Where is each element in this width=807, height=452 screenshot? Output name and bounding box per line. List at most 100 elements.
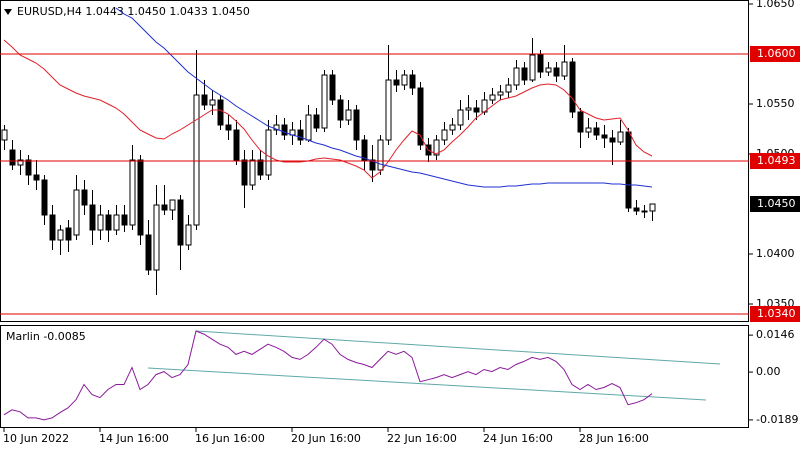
candle-body [385,79,392,141]
candle-body [633,207,640,212]
candle-body [329,74,336,101]
candle-body [601,134,608,139]
candle-body [137,159,144,236]
candle-body [185,224,192,246]
candle-body [113,214,120,231]
candle-body [241,159,248,186]
y-tick-label: 1.0550 [756,97,795,110]
candle-body [129,159,136,226]
moving-average [3,39,653,179]
candle-body [545,67,552,73]
x-tick-label: 14 Jun 16:00 [99,432,169,445]
indicator-pane [0,325,749,428]
candle-body [153,204,160,271]
candle-body [121,214,128,226]
candle-body [377,139,384,171]
level-label-box [750,306,800,322]
candle-body [217,99,224,126]
candle-body [249,159,256,186]
candle-body [465,107,472,111]
candle-body [561,61,568,77]
candle-body [233,129,240,161]
candle-body [649,203,656,212]
candle-body [97,214,104,231]
candle-body [9,149,16,166]
candle-body [537,54,544,73]
candle-body [393,79,400,86]
candle-body [521,67,528,81]
candle-body [513,67,520,86]
candle-body [297,129,304,141]
candle-body [609,137,616,143]
candle-body [305,114,312,141]
candle-body [25,159,32,176]
candle-body [225,124,232,131]
candle-body [57,229,64,241]
y-tick-label: 0.00 [756,365,781,378]
candle-body [473,107,480,113]
level-label: 1.0493 [757,154,796,167]
level-label: 1.0600 [757,47,796,60]
candle-body [177,199,184,246]
candle-body [145,234,152,271]
candle-body [345,109,352,121]
candle-body [577,111,584,133]
trend-line[interactable] [147,367,707,401]
y-tick-label: 1.0400 [756,247,795,260]
x-tick-label: 16 Jun 16:00 [195,432,265,445]
candle-body [321,74,328,129]
candle-body [553,67,560,77]
candle-body [353,109,360,141]
level-label: 1.0340 [757,307,796,320]
chart-title: EURUSD,H4 1.0443 1.0450 1.0433 1.0450 [17,5,250,18]
candle-body [49,214,56,241]
candle-body [417,87,424,146]
x-tick-label: 10 Jun 2022 [3,432,69,445]
candle-body [505,84,512,93]
candle-body [441,129,448,141]
candle-body [569,61,576,113]
candle-body [1,129,8,141]
menu-triangle[interactable] [4,9,12,15]
candle-body [281,124,288,136]
moving-average [115,7,653,188]
candle-body [41,179,48,216]
candle-body [585,127,592,133]
candle-body [313,114,320,129]
candle-body [81,189,88,206]
x-tick-label: 22 Jun 16:00 [387,432,457,445]
candle-body [625,131,632,209]
price-label: 1.0450 [757,197,796,210]
candle-body [433,139,440,156]
y-tick-label: 0.0146 [756,328,795,341]
candle-body [617,131,624,143]
level-label-box [750,46,800,62]
candle-body [593,127,600,136]
candle-body [457,109,464,126]
x-tick-label: 20 Jun 16:00 [291,432,361,445]
indicator-title: Marlin -0.0085 [6,330,86,343]
candle-body [273,124,280,131]
candle-body [265,129,272,176]
x-tick-label: 24 Jun 16:00 [483,432,553,445]
trend-line[interactable] [195,330,721,365]
y-tick-label: -0.0189 [756,413,798,426]
level-label-box [750,153,800,169]
candle-body [529,54,536,81]
candle-body [169,199,176,211]
candle-body [409,74,416,89]
candle-body [209,99,216,106]
candle-body [17,159,24,166]
x-tick-label: 28 Jun 16:00 [579,432,649,445]
candle-body [33,174,40,181]
y-tick-label: 1.0650 [756,0,795,10]
indicator-line [3,330,653,421]
candle-body [65,227,72,241]
candle-body [89,204,96,231]
candle-body [497,91,504,96]
candle-body [369,159,376,171]
candle-body [337,99,344,121]
candle-body [401,74,408,86]
